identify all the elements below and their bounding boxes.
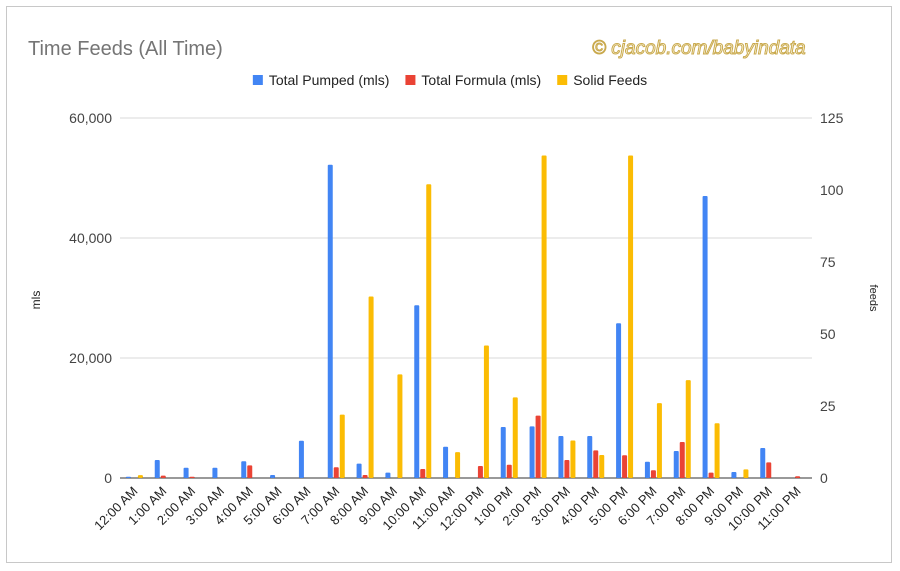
bar-solid-feeds-21 [743,469,749,478]
y-axis-title: mls [29,291,43,310]
right-axis-ticks: 0 25 50 75 100 125 [820,110,844,486]
bar-solid-feeds-14 [541,155,547,478]
legend-swatch [252,75,263,85]
bar-solid-feeds-9 [397,374,403,478]
bar-total-formula-mls-14 [535,415,541,478]
bar-solid-feeds-20 [714,423,720,478]
bar-solid-feeds-7 [339,414,345,478]
bar-total-formula-mls-2 [189,476,195,478]
legend-swatch [557,75,568,85]
bar-total-pumped-mls-19 [673,451,679,478]
y2-axis-title: feeds [867,285,879,312]
bar-total-pumped-mls-21 [731,472,737,478]
bar-total-pumped-mls-17 [616,323,622,478]
y-tick-label: 0 [104,470,112,486]
bar-total-pumped-mls-13 [500,427,506,478]
bar-total-formula-mls-22 [766,462,772,478]
bar-total-formula-mls-8 [362,475,368,478]
bar-total-pumped-mls-11 [443,446,449,478]
bar-total-formula-mls-1 [160,475,166,478]
bar-total-pumped-mls-14 [529,426,535,478]
bar-total-pumped-mls-8 [356,463,362,478]
left-axis-ticks: 0 20,000 40,000 60,000 [69,110,112,486]
bar-total-formula-mls-15 [564,460,570,478]
bar-solid-feeds-10 [426,184,432,479]
y2-tick-label: 25 [820,398,836,414]
bars [125,155,801,479]
bar-solid-feeds-8 [368,296,374,478]
bar-total-formula-mls-23 [795,476,801,478]
bar-total-pumped-mls-10 [414,305,420,478]
bar-total-formula-mls-12 [477,466,483,478]
bar-total-formula-mls-10 [420,469,426,478]
bar-solid-feeds-11 [455,452,461,478]
bar-total-formula-mls-17 [622,455,628,478]
bar-total-pumped-mls-1 [154,460,160,478]
bar-solid-feeds-13 [512,397,518,478]
bar-total-formula-mls-20 [708,472,714,478]
bar-total-pumped-mls-20 [702,196,708,478]
bar-total-pumped-mls-0 [125,476,131,478]
bar-solid-feeds-0 [137,475,143,478]
bar-total-formula-mls-4 [247,465,253,478]
bar-total-pumped-mls-6 [298,440,304,478]
bar-total-pumped-mls-9 [385,472,391,478]
y2-tick-label: 125 [820,110,844,126]
bar-solid-feeds-12 [483,345,489,478]
bar-total-formula-mls-19 [679,442,685,478]
y-tick-label: 60,000 [69,110,112,126]
bar-total-pumped-mls-22 [760,448,766,478]
legend: Total Pumped (mls) Total Formula (mls) Sol… [252,72,647,88]
bar-solid-feeds-17 [628,155,634,478]
bar-solid-feeds-15 [570,440,576,478]
y2-tick-label: 100 [820,182,844,198]
bar-total-pumped-mls-15 [558,436,564,478]
y2-tick-label: 0 [820,470,828,486]
watermark: © cjacob.com/babyindata [592,38,806,59]
y-tick-label: 40,000 [69,230,112,246]
legend-label: Total Formula (mls) [421,72,541,88]
chart-title: Time Feeds (All Time) [28,38,223,60]
legend-label: Solid Feeds [573,72,647,88]
y2-tick-label: 50 [820,326,836,342]
bar-total-pumped-mls-16 [587,436,593,478]
x-axis-ticks: 12:00 AM1:00 AM2:00 AM3:00 AM4:00 AM5:00… [91,484,804,534]
bar-total-pumped-mls-5 [270,475,276,478]
bar-total-pumped-mls-4 [241,461,247,478]
bar-total-pumped-mls-7 [327,164,333,479]
bar-solid-feeds-18 [656,403,662,478]
bar-solid-feeds-19 [685,380,691,478]
bar-total-pumped-mls-18 [644,461,650,478]
y2-tick-label: 75 [820,254,836,270]
gridlines [120,117,812,479]
bar-total-formula-mls-18 [650,470,656,478]
bar-total-formula-mls-7 [333,467,339,478]
bar-total-pumped-mls-3 [212,467,218,478]
bar-solid-feeds-16 [599,454,605,478]
legend-label: Total Pumped (mls) [269,72,390,88]
legend-swatch [405,75,416,85]
y-tick-label: 20,000 [69,350,112,366]
bar-total-formula-mls-16 [593,450,599,478]
bar-total-pumped-mls-2 [183,467,189,478]
bar-total-formula-mls-13 [506,464,512,478]
